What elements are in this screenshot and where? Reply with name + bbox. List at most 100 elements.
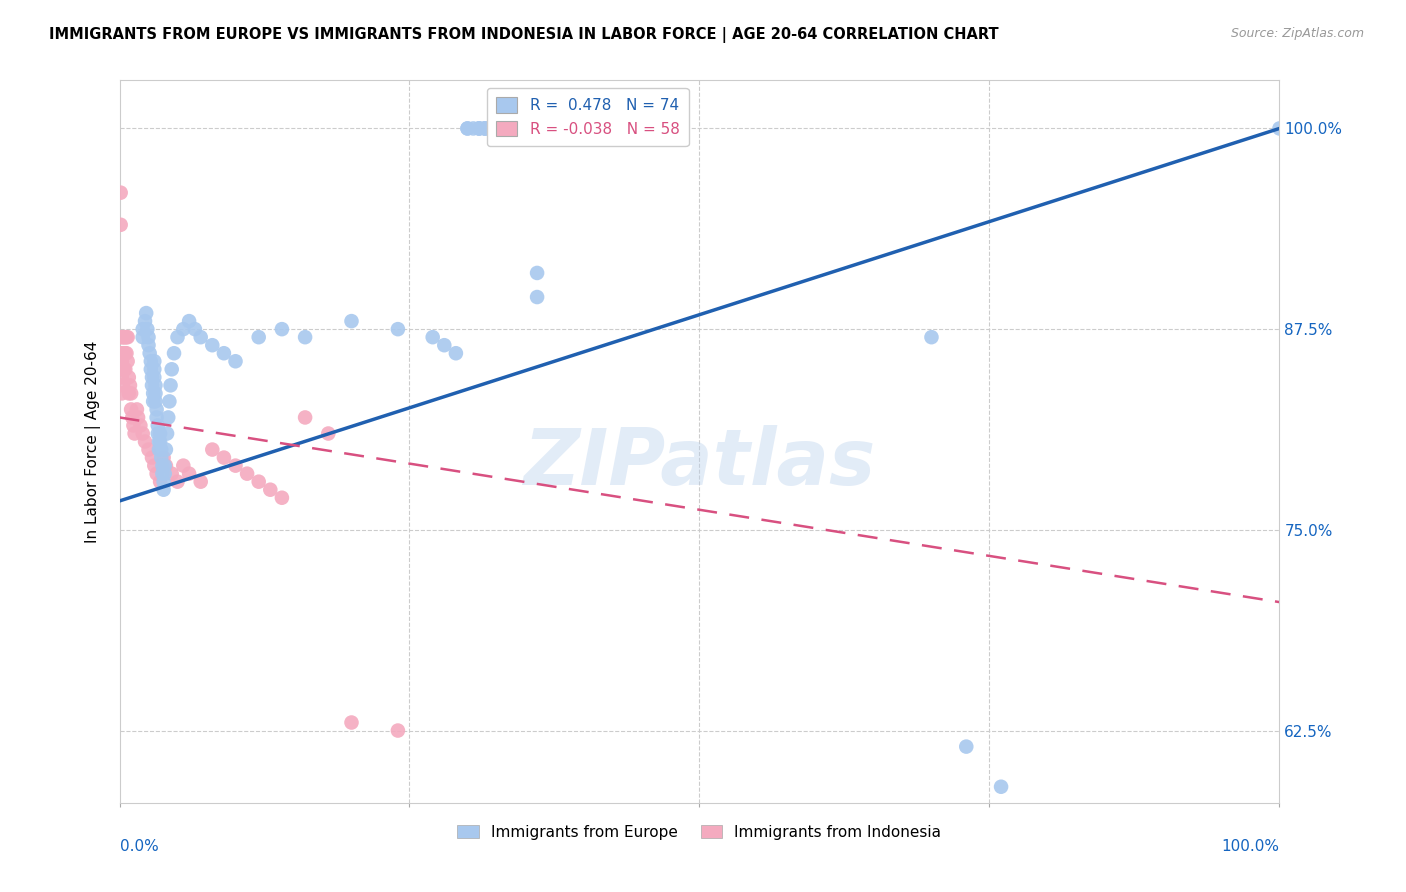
- Point: [111, 362, 134, 376]
- Point: [149, 475, 172, 489]
- Point: [145, 394, 167, 409]
- Point: [111, 330, 134, 344]
- Point: [225, 458, 247, 473]
- Point: [150, 442, 173, 457]
- Point: [152, 467, 174, 481]
- Point: [145, 378, 167, 392]
- Point: [145, 386, 167, 401]
- Point: [127, 410, 149, 425]
- Point: [259, 483, 281, 497]
- Point: [143, 458, 166, 473]
- Point: [318, 426, 340, 441]
- Point: [152, 475, 174, 489]
- Point: [148, 442, 170, 457]
- Point: [270, 491, 294, 505]
- Point: [955, 739, 977, 754]
- Point: [132, 330, 155, 344]
- Point: [136, 322, 159, 336]
- Point: [153, 458, 176, 473]
- Text: ZIPatlas: ZIPatlas: [523, 425, 876, 501]
- Point: [125, 402, 148, 417]
- Point: [152, 450, 174, 465]
- Point: [112, 346, 135, 360]
- Point: [135, 306, 157, 320]
- Point: [156, 426, 179, 441]
- Point: [114, 362, 136, 376]
- Y-axis label: In Labor Force | Age 20-64: In Labor Force | Age 20-64: [84, 341, 101, 542]
- Point: [111, 354, 134, 368]
- Point: [111, 386, 134, 401]
- Point: [247, 475, 270, 489]
- Point: [114, 330, 136, 344]
- Point: [146, 426, 169, 441]
- Point: [177, 314, 201, 328]
- Point: [184, 322, 207, 336]
- Point: [166, 475, 188, 489]
- Point: [111, 330, 134, 344]
- Point: [132, 322, 155, 336]
- Point: [111, 378, 134, 392]
- Point: [474, 121, 496, 136]
- Point: [155, 442, 177, 457]
- Point: [145, 402, 167, 417]
- Point: [141, 378, 163, 392]
- Point: [138, 442, 160, 457]
- Point: [387, 322, 409, 336]
- Point: [111, 370, 134, 384]
- Point: [468, 121, 491, 136]
- Point: [143, 354, 166, 368]
- Point: [145, 467, 167, 481]
- Point: [166, 330, 188, 344]
- Point: [163, 346, 186, 360]
- Point: [236, 467, 259, 481]
- Point: [153, 467, 176, 481]
- Point: [155, 458, 177, 473]
- Point: [294, 330, 316, 344]
- Point: [138, 346, 160, 360]
- Point: [141, 450, 163, 465]
- Point: [172, 458, 194, 473]
- Point: [141, 370, 163, 384]
- Point: [149, 426, 172, 441]
- Point: [921, 330, 943, 344]
- Point: [139, 362, 162, 376]
- Text: 100.0%: 100.0%: [1222, 838, 1279, 854]
- Point: [463, 121, 485, 136]
- Point: [120, 386, 142, 401]
- Point: [118, 386, 141, 401]
- Point: [112, 330, 135, 344]
- Point: [247, 330, 270, 344]
- Point: [190, 330, 212, 344]
- Point: [456, 121, 478, 136]
- Point: [121, 410, 143, 425]
- Point: [526, 290, 548, 304]
- Point: [108, 346, 131, 360]
- Point: [990, 780, 1012, 794]
- Text: Source: ZipAtlas.com: Source: ZipAtlas.com: [1230, 27, 1364, 40]
- Point: [142, 394, 165, 409]
- Point: [150, 450, 173, 465]
- Point: [201, 338, 224, 352]
- Point: [212, 346, 235, 360]
- Point: [152, 483, 174, 497]
- Point: [114, 346, 136, 360]
- Point: [433, 338, 456, 352]
- Point: [118, 370, 141, 384]
- Point: [270, 322, 294, 336]
- Point: [110, 186, 132, 200]
- Point: [444, 346, 467, 360]
- Point: [129, 418, 152, 433]
- Legend: Immigrants from Europe, Immigrants from Indonesia: Immigrants from Europe, Immigrants from …: [451, 819, 948, 846]
- Point: [340, 314, 363, 328]
- Point: [115, 346, 138, 360]
- Point: [112, 362, 135, 376]
- Point: [456, 121, 478, 136]
- Point: [124, 426, 146, 441]
- Point: [117, 354, 139, 368]
- Point: [387, 723, 409, 738]
- Point: [157, 410, 180, 425]
- Point: [108, 330, 131, 344]
- Point: [1268, 121, 1291, 136]
- Point: [172, 322, 194, 336]
- Point: [340, 715, 363, 730]
